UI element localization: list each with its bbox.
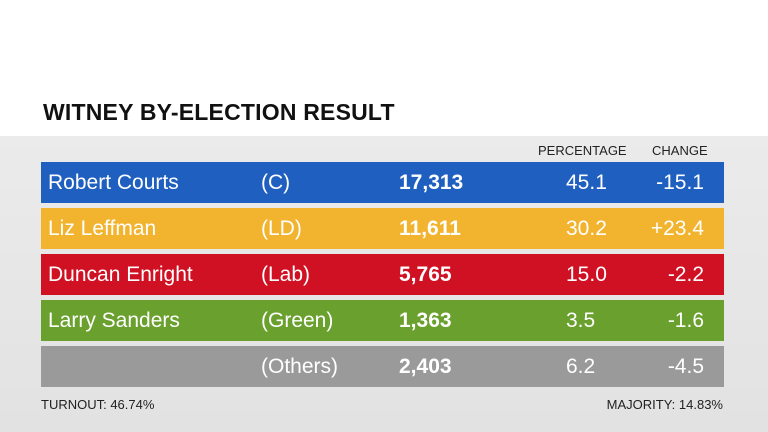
vote-count: 17,313 bbox=[399, 162, 463, 203]
vote-change: -4.5 bbox=[668, 346, 704, 387]
vote-change: -2.2 bbox=[668, 254, 704, 295]
party-label: (C) bbox=[261, 162, 290, 203]
party-label: (Green) bbox=[261, 300, 333, 341]
result-row-leffman: Liz Leffman (LD) 11,611 30.2 +23.4 bbox=[41, 208, 724, 249]
candidate-name: Liz Leffman bbox=[48, 208, 156, 249]
result-row-others: (Others) 2,403 6.2 -4.5 bbox=[41, 346, 724, 387]
candidate-name: Robert Courts bbox=[48, 162, 179, 203]
vote-count: 1,363 bbox=[399, 300, 452, 341]
result-row-enright: Duncan Enright (Lab) 5,765 15.0 -2.2 bbox=[41, 254, 724, 295]
vote-change: +23.4 bbox=[651, 208, 704, 249]
vote-percentage: 6.2 bbox=[566, 346, 595, 387]
candidate-name: Larry Sanders bbox=[48, 300, 180, 341]
vote-count: 5,765 bbox=[399, 254, 452, 295]
vote-change: -15.1 bbox=[656, 162, 704, 203]
party-label: (Lab) bbox=[261, 254, 310, 295]
candidate-name: Duncan Enright bbox=[48, 254, 193, 295]
vote-count: 11,611 bbox=[399, 208, 461, 249]
party-label: (LD) bbox=[261, 208, 302, 249]
result-row-courts: Robert Courts (C) 17,313 45.1 -15.1 bbox=[41, 162, 724, 203]
vote-change: -1.6 bbox=[668, 300, 704, 341]
result-row-sanders: Larry Sanders (Green) 1,363 3.5 -1.6 bbox=[41, 300, 724, 341]
percentage-header: PERCENTAGE bbox=[538, 143, 627, 158]
change-header: CHANGE bbox=[652, 143, 708, 158]
vote-percentage: 45.1 bbox=[566, 162, 607, 203]
party-label: (Others) bbox=[261, 346, 338, 387]
page-title: WITNEY BY-ELECTION RESULT bbox=[43, 99, 395, 126]
vote-count: 2,403 bbox=[399, 346, 452, 387]
vote-percentage: 30.2 bbox=[566, 208, 607, 249]
majority-label: MAJORITY: 14.83% bbox=[607, 397, 723, 412]
turnout-label: TURNOUT: 46.74% bbox=[41, 397, 154, 412]
vote-percentage: 3.5 bbox=[566, 300, 595, 341]
vote-percentage: 15.0 bbox=[566, 254, 607, 295]
